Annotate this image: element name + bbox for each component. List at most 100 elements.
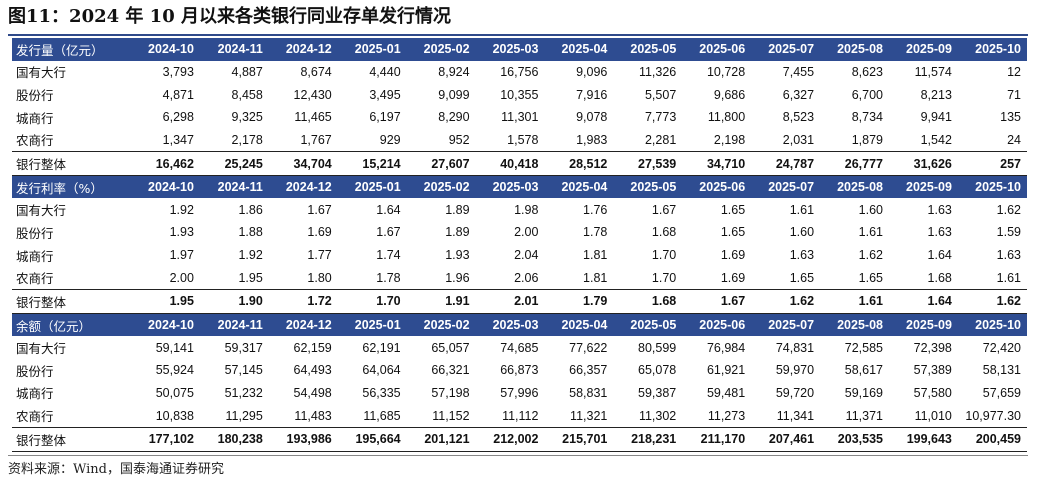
value-cell: 66,321	[431, 363, 470, 378]
total-value-cell: 1.68	[613, 289, 683, 314]
value-cell: 1.76	[583, 202, 608, 217]
row-label: 股份行	[16, 363, 54, 379]
value-cell: 1.95	[238, 270, 263, 285]
value-cell: 62,191	[362, 340, 401, 355]
row-label: 城商行	[16, 386, 54, 402]
value-cell: 2.04	[514, 248, 539, 263]
value-cell: 6,700	[851, 87, 883, 102]
table-row: 城商行 1.97 1.92 1.77 1.74 1.93 2.04 1.81 1.70 1.69 1…	[12, 244, 1027, 267]
value-cell: 9,096	[576, 64, 608, 79]
value-cell: 1.77	[307, 248, 332, 263]
value-cell: 57,145	[224, 363, 263, 378]
total-value-cell: 193,986	[268, 426, 338, 452]
month-header-cell: 2025-09	[888, 175, 958, 199]
value-cell: 1.74	[376, 248, 401, 263]
value-cell: 16,756	[500, 64, 539, 79]
value-cell: 58,131	[982, 363, 1021, 378]
value-cell: 57,996	[500, 385, 539, 400]
month-header-cell: 2025-04	[544, 313, 614, 337]
table-row: 股份行 1.93 1.88 1.69 1.67 1.89 2.00 1.78 1.68 1.65 1…	[12, 221, 1027, 244]
value-cell: 1.92	[238, 248, 263, 263]
value-cell: 1.67	[376, 225, 401, 240]
figure-title: 图11：2024 年 10 月以来各类银行同业存单发行情况	[8, 6, 451, 27]
value-cell: 11,112	[502, 408, 539, 423]
month-header-cell: 2025-07	[751, 313, 821, 337]
value-cell: 1.69	[720, 270, 746, 285]
value-cell: 1.69	[720, 248, 746, 263]
value-cell: 11,685	[363, 408, 401, 423]
total-value-cell: 218,231	[613, 426, 683, 452]
row-label: 股份行	[16, 88, 54, 104]
total-value-cell: 180,238	[199, 426, 269, 452]
value-cell: 3,495	[369, 87, 401, 102]
section-header-row: 发行量（亿元） 2024-10 2024-11 2024-12 2025-01 2025-…	[12, 38, 1027, 61]
value-cell: 76,984	[706, 340, 746, 355]
month-header-cell: 2025-03	[475, 175, 545, 199]
value-cell: 1.63	[927, 225, 952, 240]
source-note: 资料来源：Wind，国泰海通证券研究	[8, 462, 224, 477]
month-header-cell: 2025-02	[406, 313, 476, 337]
value-cell: 59,169	[844, 385, 883, 400]
value-cell: 64,064	[362, 363, 401, 378]
table-row: 农商行 2.00 1.95 1.80 1.78 1.96 2.06 1.81 1.70 1.69 1…	[12, 266, 1027, 289]
total-value-cell: 207,461	[751, 426, 821, 452]
total-row: 银行整体 16,462 25,245 34,704 15,214 27,607 40,418…	[12, 151, 1027, 176]
row-label: 国有大行	[16, 203, 67, 219]
value-cell: 7,773	[644, 110, 677, 125]
table-row: 农商行 10,838 11,295 11,483 11,685 11,152 11,112 1…	[12, 404, 1027, 427]
value-cell: 3,793	[162, 64, 194, 79]
value-cell: 51,232	[224, 385, 263, 400]
month-header-cell: 2025-01	[337, 38, 407, 61]
value-cell: 1,578	[507, 132, 539, 147]
month-header-cell: 2025-01	[337, 313, 407, 337]
value-cell: 65,057	[431, 340, 470, 355]
total-value-cell: 215,701	[544, 426, 614, 452]
value-cell: 50,075	[155, 385, 194, 400]
total-value-cell: 25,245	[199, 151, 269, 176]
value-cell: 57,198	[431, 385, 470, 400]
value-cell: 4,440	[369, 64, 401, 79]
value-cell: 1,542	[920, 132, 952, 147]
month-header-cell: 2025-10	[957, 38, 1027, 61]
value-cell: 1,879	[851, 132, 883, 147]
row-label: 农商行	[16, 409, 54, 425]
row-label: 城商行	[16, 248, 54, 264]
month-header-cell: 2025-10	[957, 313, 1027, 337]
value-cell: 1.62	[996, 202, 1021, 217]
value-cell: 2.06	[514, 270, 539, 285]
month-header-cell: 2025-09	[888, 38, 958, 61]
value-cell: 11,341	[776, 408, 815, 423]
value-cell: 11,010	[914, 408, 952, 423]
value-cell: 65,078	[638, 363, 677, 378]
value-cell: 10,728	[706, 64, 746, 79]
value-cell: 9,686	[713, 87, 746, 102]
value-cell: 6,197	[369, 110, 401, 125]
total-value-cell: 15,214	[337, 151, 407, 176]
month-header-cell: 2025-07	[751, 38, 821, 61]
month-header-cell: 2025-05	[613, 313, 683, 337]
total-label: 银行整体	[12, 426, 132, 452]
row-label: 城商行	[16, 110, 54, 126]
total-value-cell: 257	[957, 151, 1027, 176]
value-cell: 2,178	[231, 132, 263, 147]
month-header-cell: 2025-06	[682, 38, 752, 61]
value-cell: 1.80	[307, 270, 332, 285]
total-value-cell: 1.95	[131, 289, 200, 314]
value-cell: 72,420	[982, 340, 1021, 355]
total-label: 银行整体	[12, 289, 132, 314]
value-cell: 1.81	[583, 248, 608, 263]
value-cell: 57,580	[913, 385, 952, 400]
value-cell: 66,873	[500, 363, 539, 378]
value-cell: 77,622	[569, 340, 608, 355]
month-header-cell: 2025-08	[820, 313, 889, 337]
value-cell: 1.98	[514, 202, 539, 217]
total-value-cell: 1.70	[337, 289, 407, 314]
value-cell: 11,574	[914, 64, 952, 79]
value-cell: 59,970	[775, 363, 815, 378]
value-cell: 4,887	[231, 64, 263, 79]
month-header-cell: 2025-02	[406, 175, 476, 199]
value-cell: 1.86	[238, 202, 263, 217]
value-cell: 5,507	[644, 87, 677, 102]
month-header-cell: 2025-09	[888, 313, 958, 337]
value-cell: 59,387	[638, 385, 677, 400]
